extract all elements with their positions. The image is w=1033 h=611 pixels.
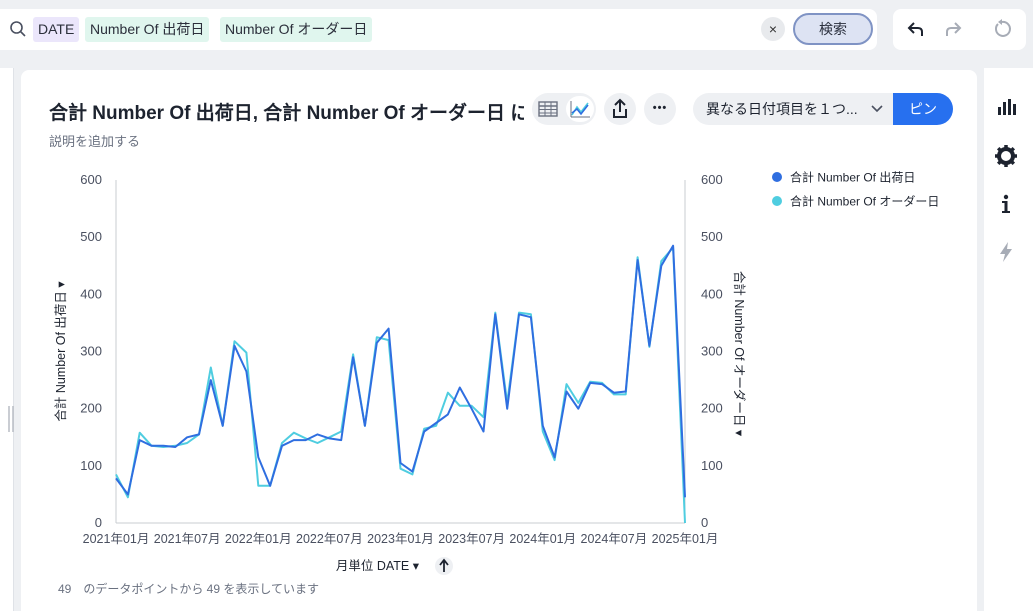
answer-card: 合計 Number Of 出荷日, 合計 Number Of オーダー日 に .… — [21, 70, 977, 611]
chevron-down-icon — [871, 105, 883, 113]
pin-button[interactable]: ピン — [893, 93, 953, 125]
history-controls — [893, 9, 1026, 50]
y-tick-label-right: 300 — [701, 344, 723, 359]
y-tick-label-left: 0 — [95, 515, 102, 530]
chart-view-button[interactable] — [566, 96, 594, 122]
y-tick-label-right: 600 — [701, 172, 723, 187]
x-tick-label: 2023年01月 — [367, 532, 434, 546]
legend-label-1: 合計 Number Of 出荷日 — [790, 170, 915, 185]
date-field-select-value: 異なる日付項目を１つ... — [706, 101, 858, 117]
x-tick-label: 2023年07月 — [438, 532, 505, 546]
x-tick-label: 2021年07月 — [154, 532, 221, 546]
y-tick-label-right: 100 — [701, 458, 723, 473]
search-token-order-count[interactable]: Number Of オーダー日 — [220, 17, 373, 42]
search-token-date[interactable]: DATE — [33, 17, 80, 42]
info-icon[interactable] — [989, 187, 1023, 221]
series-line-2 — [115, 246, 686, 524]
line-chart-icon — [570, 101, 590, 118]
y-tick-label-right: 0 — [701, 515, 708, 530]
y-tick-label-left: 100 — [80, 458, 102, 473]
search-token-ship-count[interactable]: Number Of 出荷日 — [85, 17, 210, 42]
y-tick-label-right: 500 — [701, 229, 723, 244]
line-chart: 0 0 100 100 200 200 300 300 400 400 500 500 600 600 20… — [53, 170, 939, 575]
chart-type-icon[interactable] — [989, 91, 1023, 125]
x-tick-label: 2021年01月 — [83, 532, 150, 546]
x-tick-label: 2022年01月 — [225, 532, 292, 546]
y-axis-title-left: 合計 Number Of 出荷日 ▾ — [53, 281, 68, 422]
y-tick-label-right: 400 — [701, 286, 723, 301]
y-tick-label-left: 200 — [80, 401, 102, 416]
x-tick-label: 2022年07月 — [296, 532, 363, 546]
y-tick-label-right: 200 — [701, 401, 723, 416]
resize-handle-icon[interactable] — [7, 406, 15, 432]
share-icon — [613, 98, 627, 118]
x-tick-label: 2024年01月 — [509, 532, 576, 546]
date-field-select[interactable]: 異なる日付項目を１つ... — [693, 93, 893, 125]
gear-icon[interactable] — [989, 139, 1023, 173]
search-bar[interactable]: DATE Number Of 出荷日 Number Of オーダー日 × 検索 — [0, 9, 877, 50]
view-toggle — [532, 93, 596, 125]
y-axis-title-right: 合計 Number Of オーダー日 ▾ — [732, 271, 747, 437]
share-button[interactable] — [604, 93, 636, 125]
y-tick-label-left: 500 — [80, 229, 102, 244]
search-button[interactable]: 検索 — [793, 13, 873, 45]
legend-swatch-2 — [772, 196, 782, 206]
more-options-button[interactable]: ••• — [644, 93, 676, 125]
x-tick-label: 2024年07月 — [581, 532, 648, 546]
y-tick-label-left: 400 — [80, 286, 102, 301]
table-view-icon[interactable] — [538, 99, 558, 119]
sort-arrow — [439, 558, 449, 572]
legend-swatch-1 — [772, 172, 782, 182]
undo-icon[interactable] — [906, 19, 926, 39]
y-tick-label-left: 300 — [80, 344, 102, 359]
legend-label-2: 合計 Number Of オーダー日 — [790, 194, 939, 209]
search-icon — [10, 21, 26, 37]
answer-description[interactable]: 説明を追加する — [49, 134, 141, 149]
redo-icon[interactable] — [943, 19, 963, 39]
right-rail — [984, 68, 1033, 611]
left-panel-edge — [0, 68, 14, 611]
data-point-count: 49 のデータポイントから 49 を表示しています — [58, 582, 320, 596]
y-tick-label-left: 600 — [80, 172, 102, 187]
lightning-icon[interactable] — [989, 235, 1023, 269]
reset-icon[interactable] — [992, 19, 1012, 39]
series-line-1 — [115, 244, 686, 498]
clear-search-button[interactable]: × — [761, 17, 785, 41]
x-axis-title: 月単位 DATE ▾ — [336, 558, 420, 573]
x-tick-label: 2025年01月 — [652, 532, 719, 546]
answer-title[interactable]: 合計 Number Of 出荷日, 合計 Number Of オーダー日 に .… — [49, 103, 524, 124]
